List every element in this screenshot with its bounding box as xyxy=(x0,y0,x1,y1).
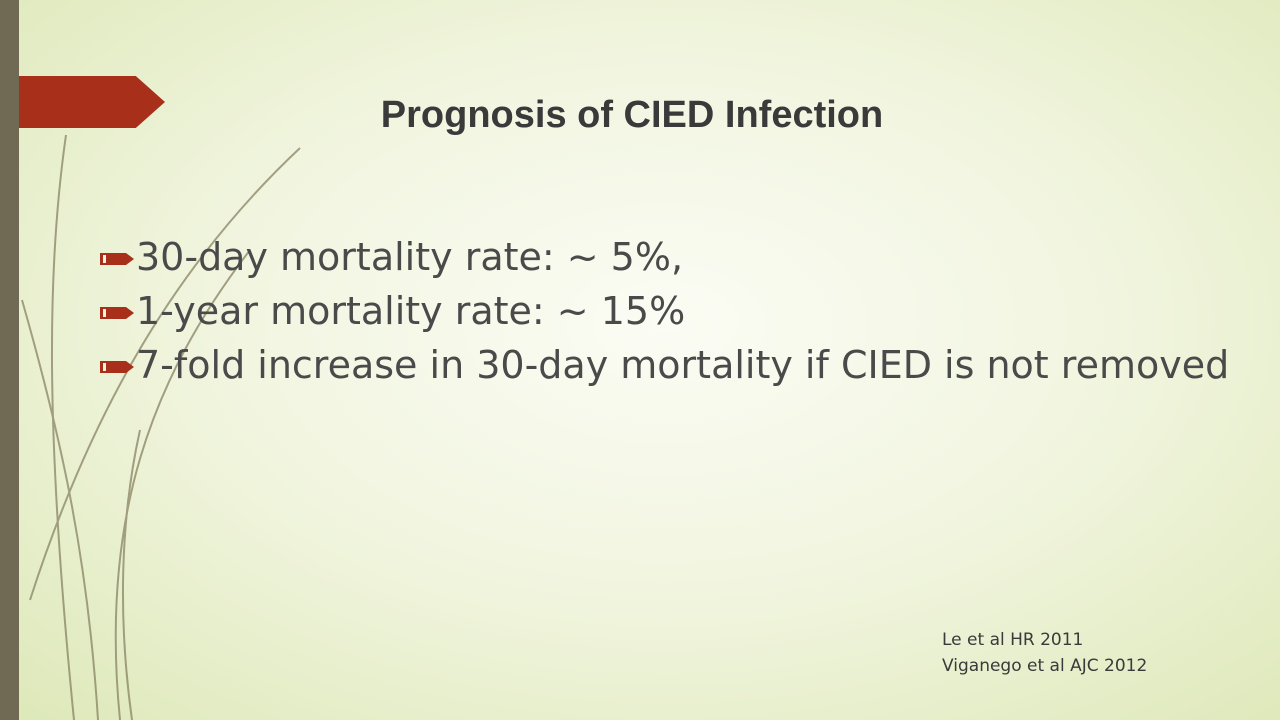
title-accent-arrow xyxy=(19,76,165,128)
bullet-item: 30-day mortality rate: ~ 5%, xyxy=(100,230,1250,284)
slide-title: Prognosis of CIED Infection xyxy=(380,94,884,137)
citation-line: Viganego et al AJC 2012 xyxy=(942,656,1148,676)
left-accent-bar xyxy=(0,0,19,720)
bullet-list: 30-day mortality rate: ~ 5%, 1-year mort… xyxy=(100,230,1250,392)
pencil-bullet-icon xyxy=(100,253,134,265)
citation-line: Le et al HR 2011 xyxy=(942,630,1084,650)
bullet-item: 7-fold increase in 30-day mortality if C… xyxy=(100,338,1250,392)
bullet-text: 1-year mortality rate: ~ 15% xyxy=(136,289,686,333)
decorative-stems xyxy=(21,134,301,720)
pencil-bullet-icon xyxy=(100,307,134,319)
bullet-text: 30-day mortality rate: ~ 5%, xyxy=(136,235,684,279)
bullet-item: 1-year mortality rate: ~ 15% xyxy=(100,284,1250,338)
bullet-text: 7-fold increase in 30-day mortality if C… xyxy=(136,343,1230,387)
citation-block: Le et al HR 2011 Viganego et al AJC 2012 xyxy=(942,627,1147,679)
pencil-bullet-icon xyxy=(100,361,134,373)
